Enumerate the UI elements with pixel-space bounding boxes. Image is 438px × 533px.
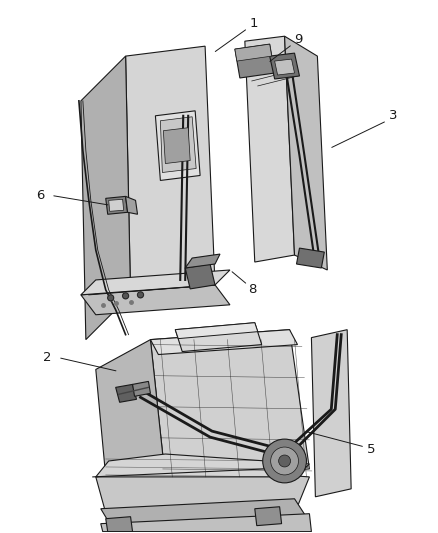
Text: 9: 9: [294, 33, 303, 46]
Polygon shape: [255, 507, 282, 526]
Polygon shape: [96, 467, 309, 523]
Polygon shape: [126, 196, 138, 214]
Polygon shape: [106, 196, 127, 214]
Text: 2: 2: [43, 351, 52, 364]
Circle shape: [279, 455, 290, 467]
Polygon shape: [311, 330, 351, 497]
Circle shape: [263, 439, 307, 483]
Polygon shape: [163, 128, 190, 164]
Polygon shape: [155, 111, 200, 181]
Polygon shape: [96, 340, 165, 508]
Polygon shape: [185, 254, 220, 268]
Circle shape: [138, 292, 144, 298]
Polygon shape: [150, 330, 309, 479]
Polygon shape: [235, 44, 272, 61]
Circle shape: [271, 447, 298, 475]
Polygon shape: [101, 514, 311, 531]
Polygon shape: [275, 59, 294, 75]
Polygon shape: [160, 117, 196, 173]
Text: 3: 3: [389, 109, 397, 122]
Polygon shape: [106, 516, 133, 531]
Polygon shape: [96, 454, 309, 477]
Polygon shape: [235, 44, 275, 78]
Polygon shape: [175, 322, 258, 338]
Text: 6: 6: [36, 189, 45, 202]
Polygon shape: [245, 36, 294, 262]
Polygon shape: [150, 330, 297, 354]
Polygon shape: [285, 36, 327, 270]
Polygon shape: [81, 56, 131, 340]
Polygon shape: [270, 53, 300, 79]
Text: 5: 5: [367, 442, 375, 456]
Polygon shape: [185, 264, 215, 289]
Text: 1: 1: [250, 17, 258, 30]
Polygon shape: [81, 270, 230, 295]
Polygon shape: [101, 499, 307, 529]
Polygon shape: [116, 384, 137, 402]
Polygon shape: [81, 285, 230, 315]
Circle shape: [108, 295, 114, 301]
Polygon shape: [175, 322, 262, 352]
Polygon shape: [133, 382, 150, 397]
Polygon shape: [109, 199, 124, 211]
Circle shape: [123, 293, 129, 299]
Polygon shape: [126, 46, 215, 295]
Text: 8: 8: [248, 284, 256, 296]
Polygon shape: [297, 248, 324, 268]
